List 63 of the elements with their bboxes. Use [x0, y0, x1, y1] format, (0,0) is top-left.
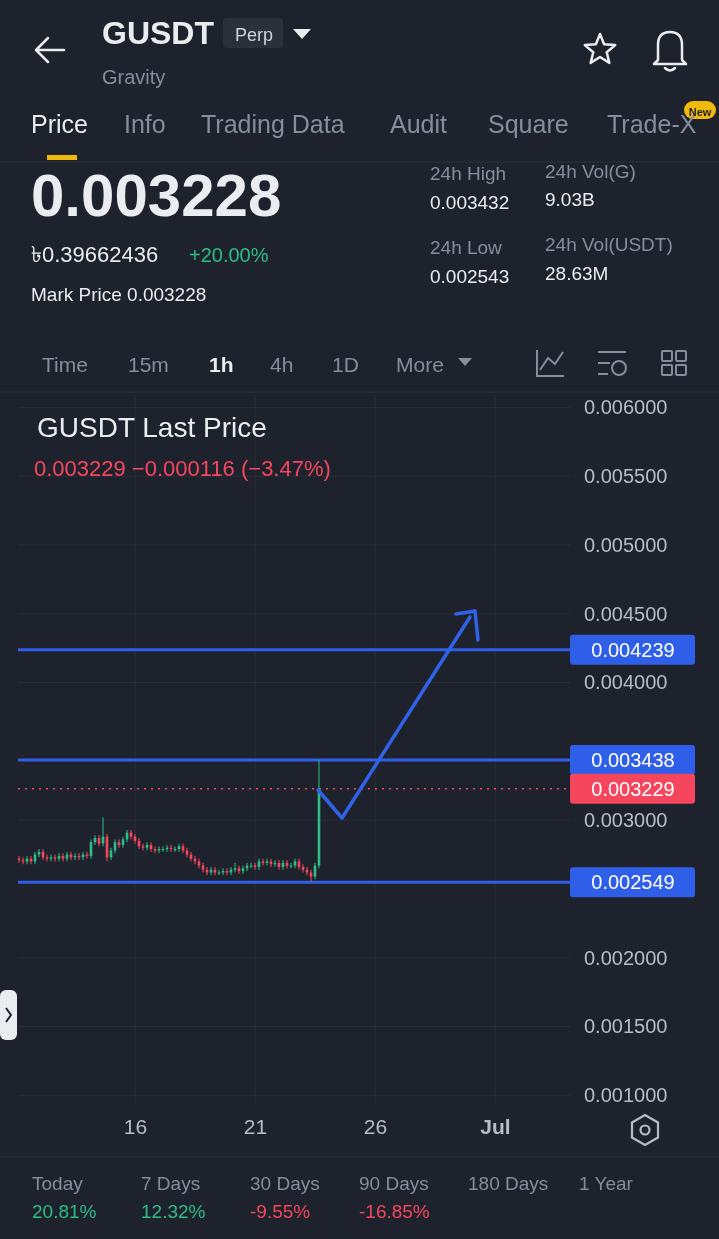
text: Mark Price 0.003228	[31, 284, 207, 305]
text: Gravity	[102, 66, 166, 88]
text: 1h	[209, 353, 234, 376]
text: -9.55%	[250, 1201, 311, 1222]
x-tick-label: 21	[243, 1114, 268, 1138]
ref-line-label: 0.002549	[591, 871, 675, 894]
candlestick	[265, 858, 269, 867]
text: GUSDT Last Price	[37, 412, 267, 443]
y-tick-label: 0.006000	[584, 396, 668, 419]
x-tick-label: 26	[363, 1114, 388, 1138]
text: Info	[124, 110, 166, 138]
y-tick-label: 0.004500	[584, 602, 668, 625]
text: 0.003229 −0.000116 (−3.47%)	[34, 456, 331, 481]
text: 12.32%	[141, 1201, 206, 1222]
candlestick	[53, 854, 57, 862]
candlestick	[141, 843, 145, 851]
text: 0.003432	[430, 192, 510, 213]
x-tick-label: Jul	[480, 1114, 511, 1138]
text: GUSDT	[102, 15, 215, 51]
text: 20.81%	[32, 1201, 97, 1222]
ref-line-label: 0.003229	[591, 777, 675, 800]
text: Time	[42, 353, 88, 376]
candlestick	[309, 869, 313, 883]
text: Perp	[235, 25, 274, 45]
text: 24h High	[430, 163, 507, 184]
x-tick-label: 16	[123, 1114, 148, 1138]
text: +20.00%	[189, 244, 269, 266]
y-tick-label: 0.002000	[584, 946, 668, 969]
text: 1D	[332, 353, 359, 376]
y-tick-label: 0.005500	[584, 465, 668, 488]
text: 24h Vol(USDT)	[545, 234, 673, 255]
text: 90 Days	[359, 1173, 429, 1194]
candlestick	[261, 858, 265, 867]
text: 1 Year	[579, 1173, 634, 1194]
text: 30 Days	[250, 1173, 320, 1194]
text: Square	[488, 110, 569, 138]
text: 24h Vol(G)	[545, 161, 636, 182]
text: 9.03B	[545, 189, 595, 210]
ref-line-label: 0.003438	[591, 748, 675, 771]
text: Trading Data	[201, 110, 345, 138]
y-tick-label: 0.001000	[584, 1084, 668, 1107]
text: -16.85%	[359, 1201, 430, 1222]
candlestick	[233, 862, 237, 873]
text: Audit	[390, 110, 448, 138]
text: Price	[31, 110, 88, 138]
text: 15m	[128, 353, 169, 376]
text: 28.63M	[545, 263, 609, 284]
text: 4h	[270, 353, 294, 376]
text: ৳0.39662436	[31, 242, 159, 267]
candlestick	[45, 854, 49, 862]
text: More	[396, 353, 444, 376]
text: Today	[32, 1173, 84, 1194]
text: 180 Days	[468, 1173, 549, 1194]
text: 0.002543	[430, 266, 510, 287]
candlestick	[49, 854, 53, 862]
y-tick-label: 0.003000	[584, 809, 668, 832]
y-tick-label: 0.005000	[584, 533, 668, 556]
text: 0.003228	[31, 162, 282, 229]
text: 24h Low	[430, 237, 503, 258]
ref-line-label: 0.004239	[591, 638, 675, 661]
text: 7 Days	[141, 1173, 201, 1194]
y-tick-label: 0.001500	[584, 1015, 668, 1038]
y-tick-label: 0.004000	[584, 671, 668, 694]
